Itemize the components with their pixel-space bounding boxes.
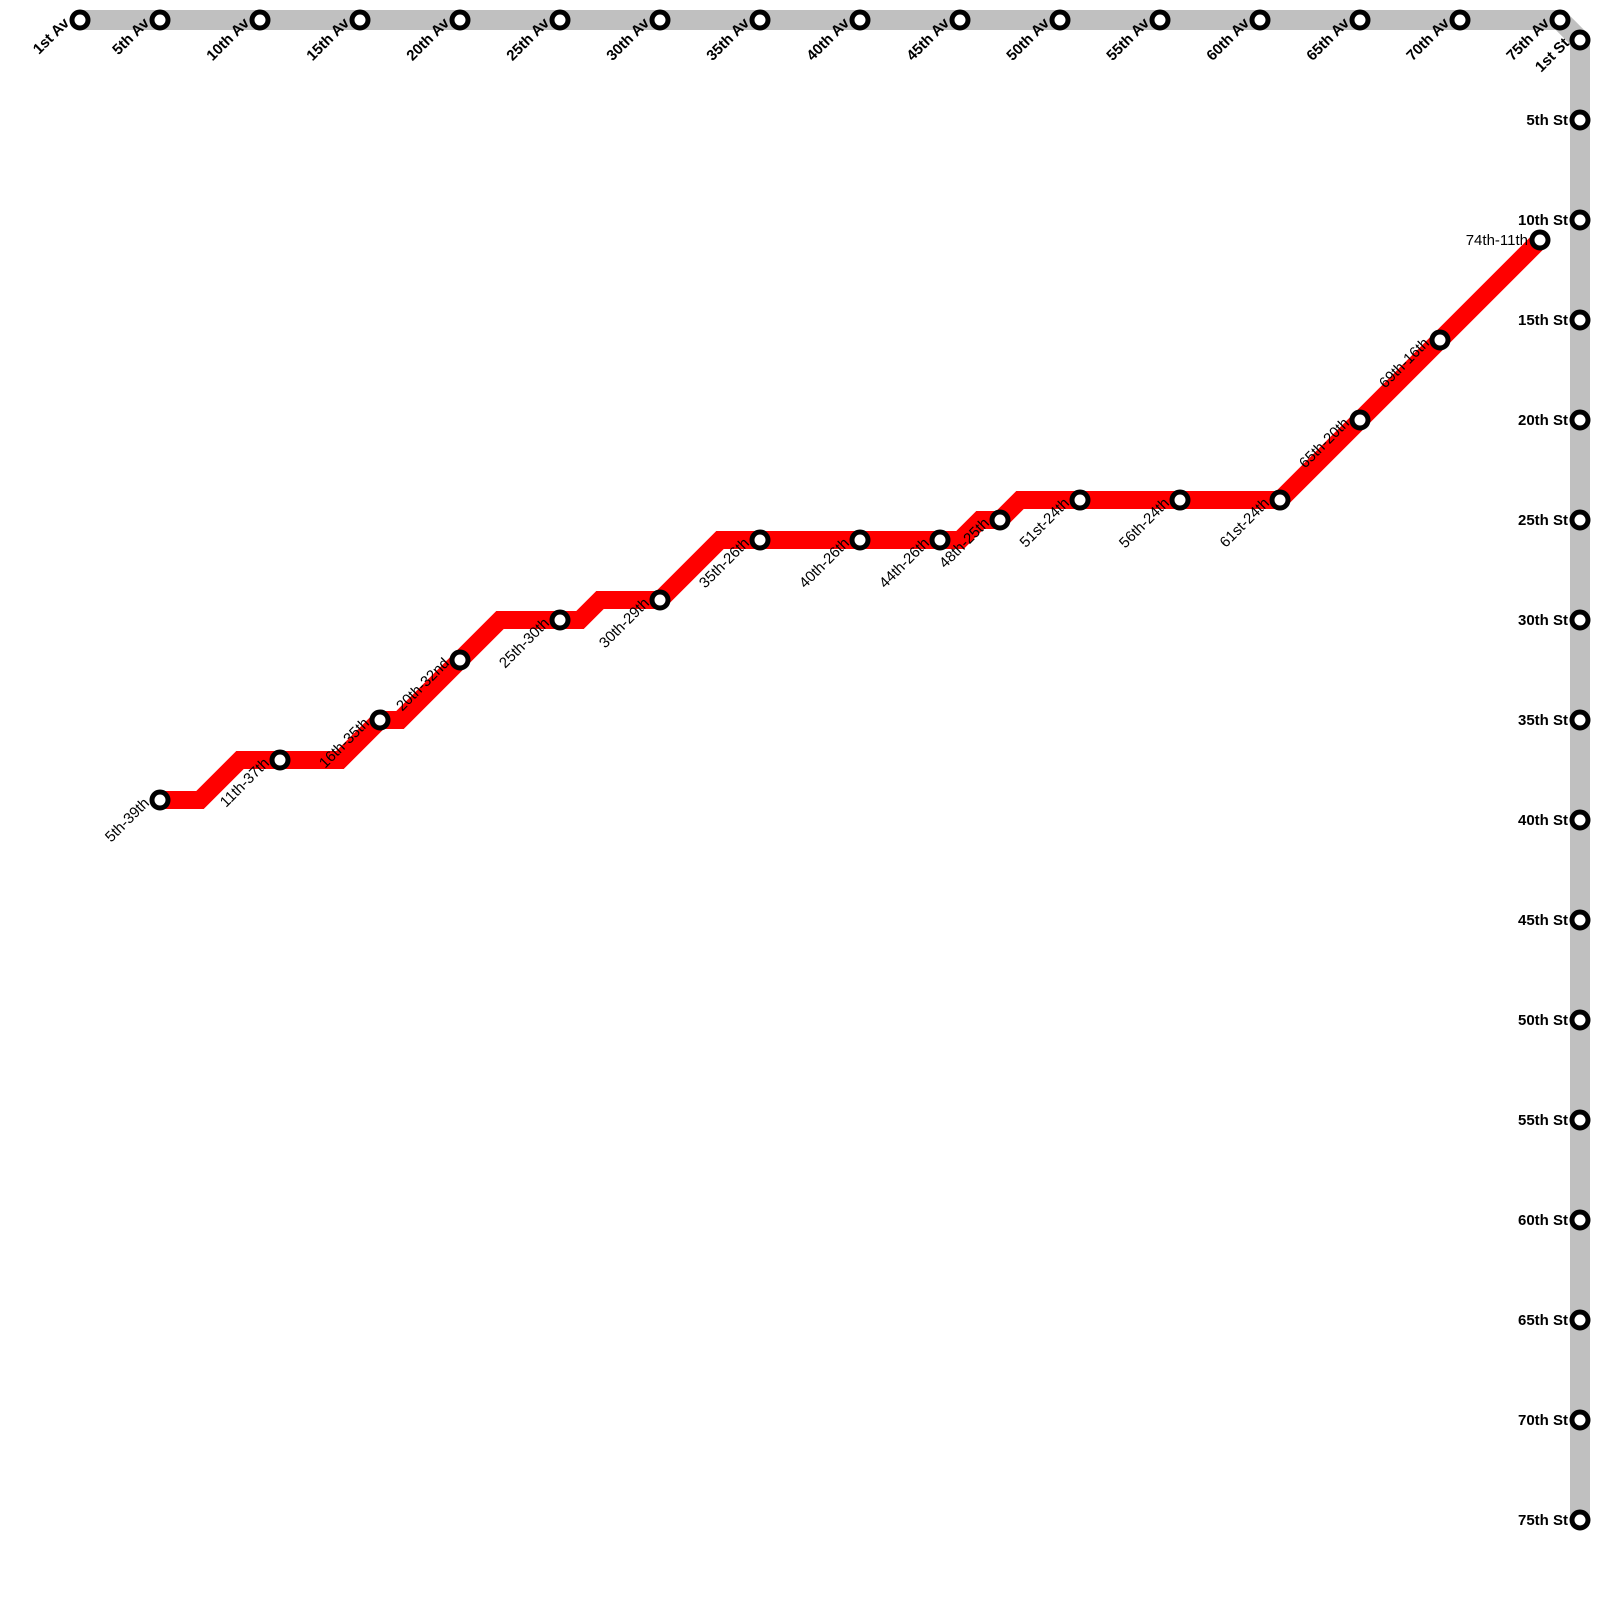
stations: 1st Av 5th Av 10th Av 15th Av 20th Av 25th Av… [30, 9, 1591, 1531]
station-label: 74th-11th [1466, 232, 1528, 249]
station-label: 25th St [1518, 512, 1568, 529]
station-marker[interactable] [1569, 509, 1591, 531]
street-station[interactable]: 15th St [1518, 309, 1591, 331]
station-marker[interactable] [1569, 909, 1591, 931]
station-marker[interactable] [1569, 809, 1591, 831]
street-station[interactable]: 10th St [1518, 209, 1591, 231]
station-marker[interactable] [149, 789, 171, 811]
station-marker[interactable] [1169, 489, 1191, 511]
station-marker[interactable] [449, 649, 471, 671]
station-marker[interactable] [749, 529, 771, 551]
station-marker[interactable] [1569, 209, 1591, 231]
street-station[interactable]: 30th St [1518, 609, 1591, 631]
street-station[interactable]: 65th St [1518, 1309, 1591, 1331]
station-marker[interactable] [349, 9, 371, 31]
station-marker[interactable] [1569, 1109, 1591, 1131]
station-label: 45th St [1518, 912, 1568, 929]
station-marker[interactable] [849, 529, 871, 551]
station-marker[interactable] [69, 9, 91, 31]
street-station[interactable]: 55th St [1518, 1109, 1591, 1131]
street-station[interactable]: 5th St [1526, 109, 1591, 131]
street-station[interactable]: 20th St [1518, 409, 1591, 431]
station-marker[interactable] [1429, 329, 1451, 351]
avenue-station[interactable]: 1st Av [30, 9, 91, 58]
station-marker[interactable] [1569, 1309, 1591, 1331]
station-marker[interactable] [1449, 9, 1471, 31]
station-marker[interactable] [1269, 489, 1291, 511]
station-label: 10th St [1518, 212, 1568, 229]
station-label: 1st Av [30, 14, 74, 58]
station-marker[interactable] [1569, 1209, 1591, 1231]
route-station[interactable]: 69th-16th [1376, 329, 1451, 392]
station-marker[interactable] [269, 749, 291, 771]
station-marker[interactable] [649, 589, 671, 611]
station-label: 60th St [1518, 1212, 1568, 1229]
grid-lines [80, 10, 1590, 1520]
station-label: 70th St [1518, 1412, 1568, 1429]
street-station[interactable]: 70th St [1518, 1409, 1591, 1431]
station-marker[interactable] [1149, 9, 1171, 31]
station-marker[interactable] [1529, 229, 1551, 251]
station-marker[interactable] [1569, 29, 1591, 51]
station-marker[interactable] [1569, 709, 1591, 731]
route-station[interactable]: 16th-35th [316, 709, 391, 772]
route-station[interactable]: 5th-39th [102, 789, 171, 846]
street-station[interactable]: 45th St [1518, 909, 1591, 931]
station-marker[interactable] [449, 9, 471, 31]
station-label: 30th St [1518, 612, 1568, 629]
station-label: 5th St [1526, 112, 1568, 129]
station-marker[interactable] [369, 709, 391, 731]
route-station[interactable]: 74th-11th [1466, 229, 1551, 251]
station-marker[interactable] [1569, 309, 1591, 331]
station-label: 5th-39th [102, 795, 153, 846]
street-station[interactable]: 25th St [1518, 509, 1591, 531]
station-label: 15th St [1518, 312, 1568, 329]
station-marker[interactable] [949, 9, 971, 31]
station-label: 35th St [1518, 712, 1568, 729]
station-marker[interactable] [1569, 109, 1591, 131]
street-station[interactable]: 75th St [1518, 1509, 1591, 1531]
route-line [160, 233, 1547, 809]
station-label: 40th St [1518, 812, 1568, 829]
station-label: 75th St [1518, 1512, 1568, 1529]
station-marker[interactable] [1569, 609, 1591, 631]
station-marker[interactable] [549, 9, 571, 31]
station-marker[interactable] [1549, 9, 1571, 31]
station-marker[interactable] [849, 9, 871, 31]
route-station[interactable]: 20th-32nd [393, 649, 471, 715]
station-marker[interactable] [1569, 1009, 1591, 1031]
street-station[interactable]: 50th St [1518, 1009, 1591, 1031]
station-marker[interactable] [1569, 409, 1591, 431]
station-marker[interactable] [989, 509, 1011, 531]
station-marker[interactable] [1249, 9, 1271, 31]
station-marker[interactable] [149, 9, 171, 31]
station-marker[interactable] [549, 609, 571, 631]
station-marker[interactable] [649, 9, 671, 31]
station-marker[interactable] [1349, 409, 1371, 431]
station-marker[interactable] [1349, 9, 1371, 31]
station-marker[interactable] [1069, 489, 1091, 511]
street-station[interactable]: 35th St [1518, 709, 1591, 731]
station-label: 20th St [1518, 412, 1568, 429]
station-label: 50th St [1518, 1012, 1568, 1029]
station-marker[interactable] [249, 9, 271, 31]
station-label: 65th St [1518, 1312, 1568, 1329]
grid-line [80, 10, 1590, 1520]
station-marker[interactable] [1569, 1409, 1591, 1431]
station-marker[interactable] [749, 9, 771, 31]
station-marker[interactable] [929, 529, 951, 551]
station-marker[interactable] [1049, 9, 1071, 31]
street-station[interactable]: 60th St [1518, 1209, 1591, 1231]
station-label: 55th St [1518, 1112, 1568, 1129]
red-route [160, 233, 1547, 809]
route-station[interactable]: 65th-20th [1296, 409, 1371, 472]
station-marker[interactable] [1569, 1509, 1591, 1531]
street-station[interactable]: 40th St [1518, 809, 1591, 831]
